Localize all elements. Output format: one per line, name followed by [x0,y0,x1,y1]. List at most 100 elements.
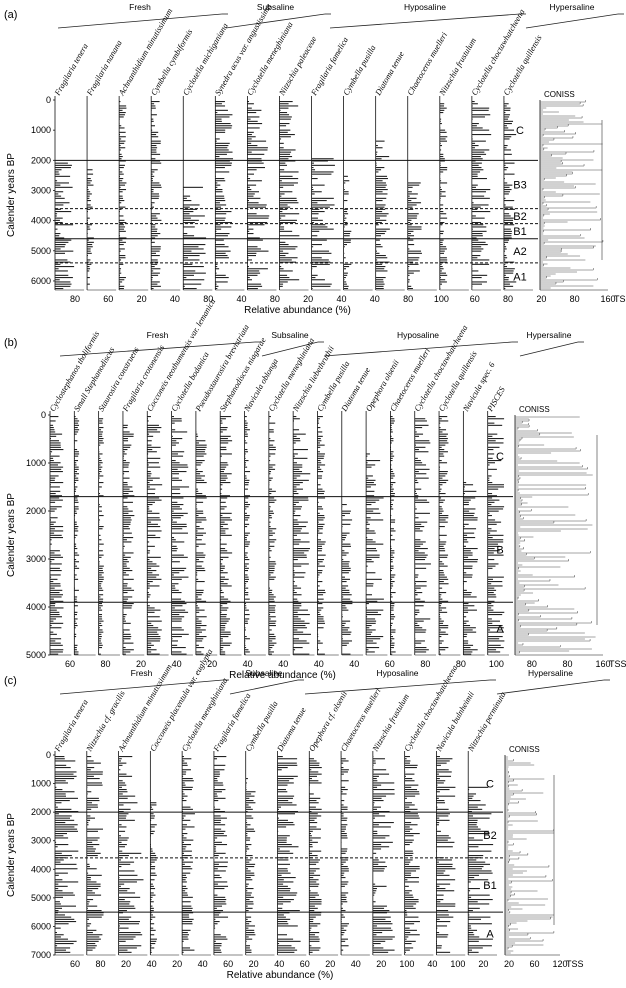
abundance-bar [147,592,149,594]
abundance-bar [122,565,127,567]
abundance-bar [98,466,103,468]
abundance-bar [247,239,263,241]
abundance-bar [247,237,260,239]
abundance-bar [404,905,414,907]
abundance-bar [244,603,247,605]
abundance-bar [463,548,478,550]
abundance-bar [390,471,394,473]
abundance-bar [436,879,456,881]
abundance-bar [183,226,195,228]
abundance-bar [220,418,226,420]
abundance-bar [268,508,271,510]
abundance-bar [247,160,262,162]
abundance-bar [341,616,343,618]
abundance-bar [390,589,391,591]
abundance-bar [74,490,76,492]
abundance-bar [87,208,91,210]
abundance-bar [247,283,262,285]
abundance-bar [86,921,88,923]
abundance-bar [118,850,123,852]
abundance-bar [119,279,125,281]
abundance-bar [317,649,319,651]
abundance-bar [119,255,126,257]
abundance-bar [244,449,248,451]
group-bracket [304,679,491,695]
abundance-bar [220,561,221,563]
abundance-bar [171,640,178,642]
abundance-bar [471,230,487,232]
abundance-bar [439,219,441,221]
abundance-bar [183,266,204,268]
abundance-bar [404,938,407,940]
abundance-bar [341,872,345,874]
abundance-bar [55,885,68,887]
abundance-bar [98,528,103,530]
abundance-bar [277,901,291,903]
abundance-bar [293,548,310,550]
abundance-bar [341,633,351,635]
abundance-bar [244,627,246,629]
abundance-bar [87,241,94,243]
abundance-bar [195,515,199,517]
abundance-bar [87,191,91,193]
abundance-bar [220,543,227,545]
abundance-bar [309,802,319,804]
abundance-bar [195,545,199,547]
abundance-bar [150,910,154,912]
abundance-bar [390,460,393,462]
abundance-bar [436,817,440,819]
abundance-bar [463,488,465,490]
abundance-bar [390,519,396,521]
abundance-bar [487,647,504,649]
abundance-bar [55,910,59,912]
abundance-bar [147,512,160,514]
abundance-bar [341,545,351,547]
abundance-bar [503,257,508,259]
abundance-bar [220,416,232,418]
abundance-bar [74,537,76,539]
abundance-bar [317,589,325,591]
abundance-bars [436,756,456,953]
abundance-bar [279,244,289,246]
abundance-bar [55,760,76,762]
abundance-bar [317,627,324,629]
abundance-bar [74,471,78,473]
abundance-bar [118,804,124,806]
abundance-bar [182,896,193,898]
abundance-bar [268,442,270,444]
abundance-bar [436,890,455,892]
abundance-bar [86,945,97,947]
abundance-bar [50,574,61,576]
abundance-bar [151,142,161,144]
abundance-bar [122,548,124,550]
abundance-bar [268,495,270,497]
abundance-bar [343,283,347,285]
abundance-bar [55,239,72,241]
abundance-bar [309,940,320,942]
abundance-bar [86,782,102,784]
abundance-bar [404,802,412,804]
abundance-bar [55,182,69,184]
abundance-bar [244,473,246,475]
abundance-bar [215,193,216,195]
abundance-bar [213,773,221,775]
abundance-bar [309,793,314,795]
abundance-bar [317,625,318,627]
abundance-bar [50,561,52,563]
abundance-bar [468,802,470,804]
abundance-bars [463,482,478,655]
abundance-bar [244,435,248,437]
abundance-bar [86,852,101,854]
abundance-bar [341,927,344,929]
abundance-bar [439,123,442,125]
abundance-bar [87,277,90,279]
abundance-bar [195,495,206,497]
abundance-bar [50,605,55,607]
abundance-bar [471,178,487,180]
abundance-bar [118,903,130,905]
abundance-bar [98,539,102,541]
abundance-bar [244,519,249,521]
abundance-bar [341,614,343,616]
abundance-bar [220,539,222,541]
abundance-bar [215,167,225,169]
